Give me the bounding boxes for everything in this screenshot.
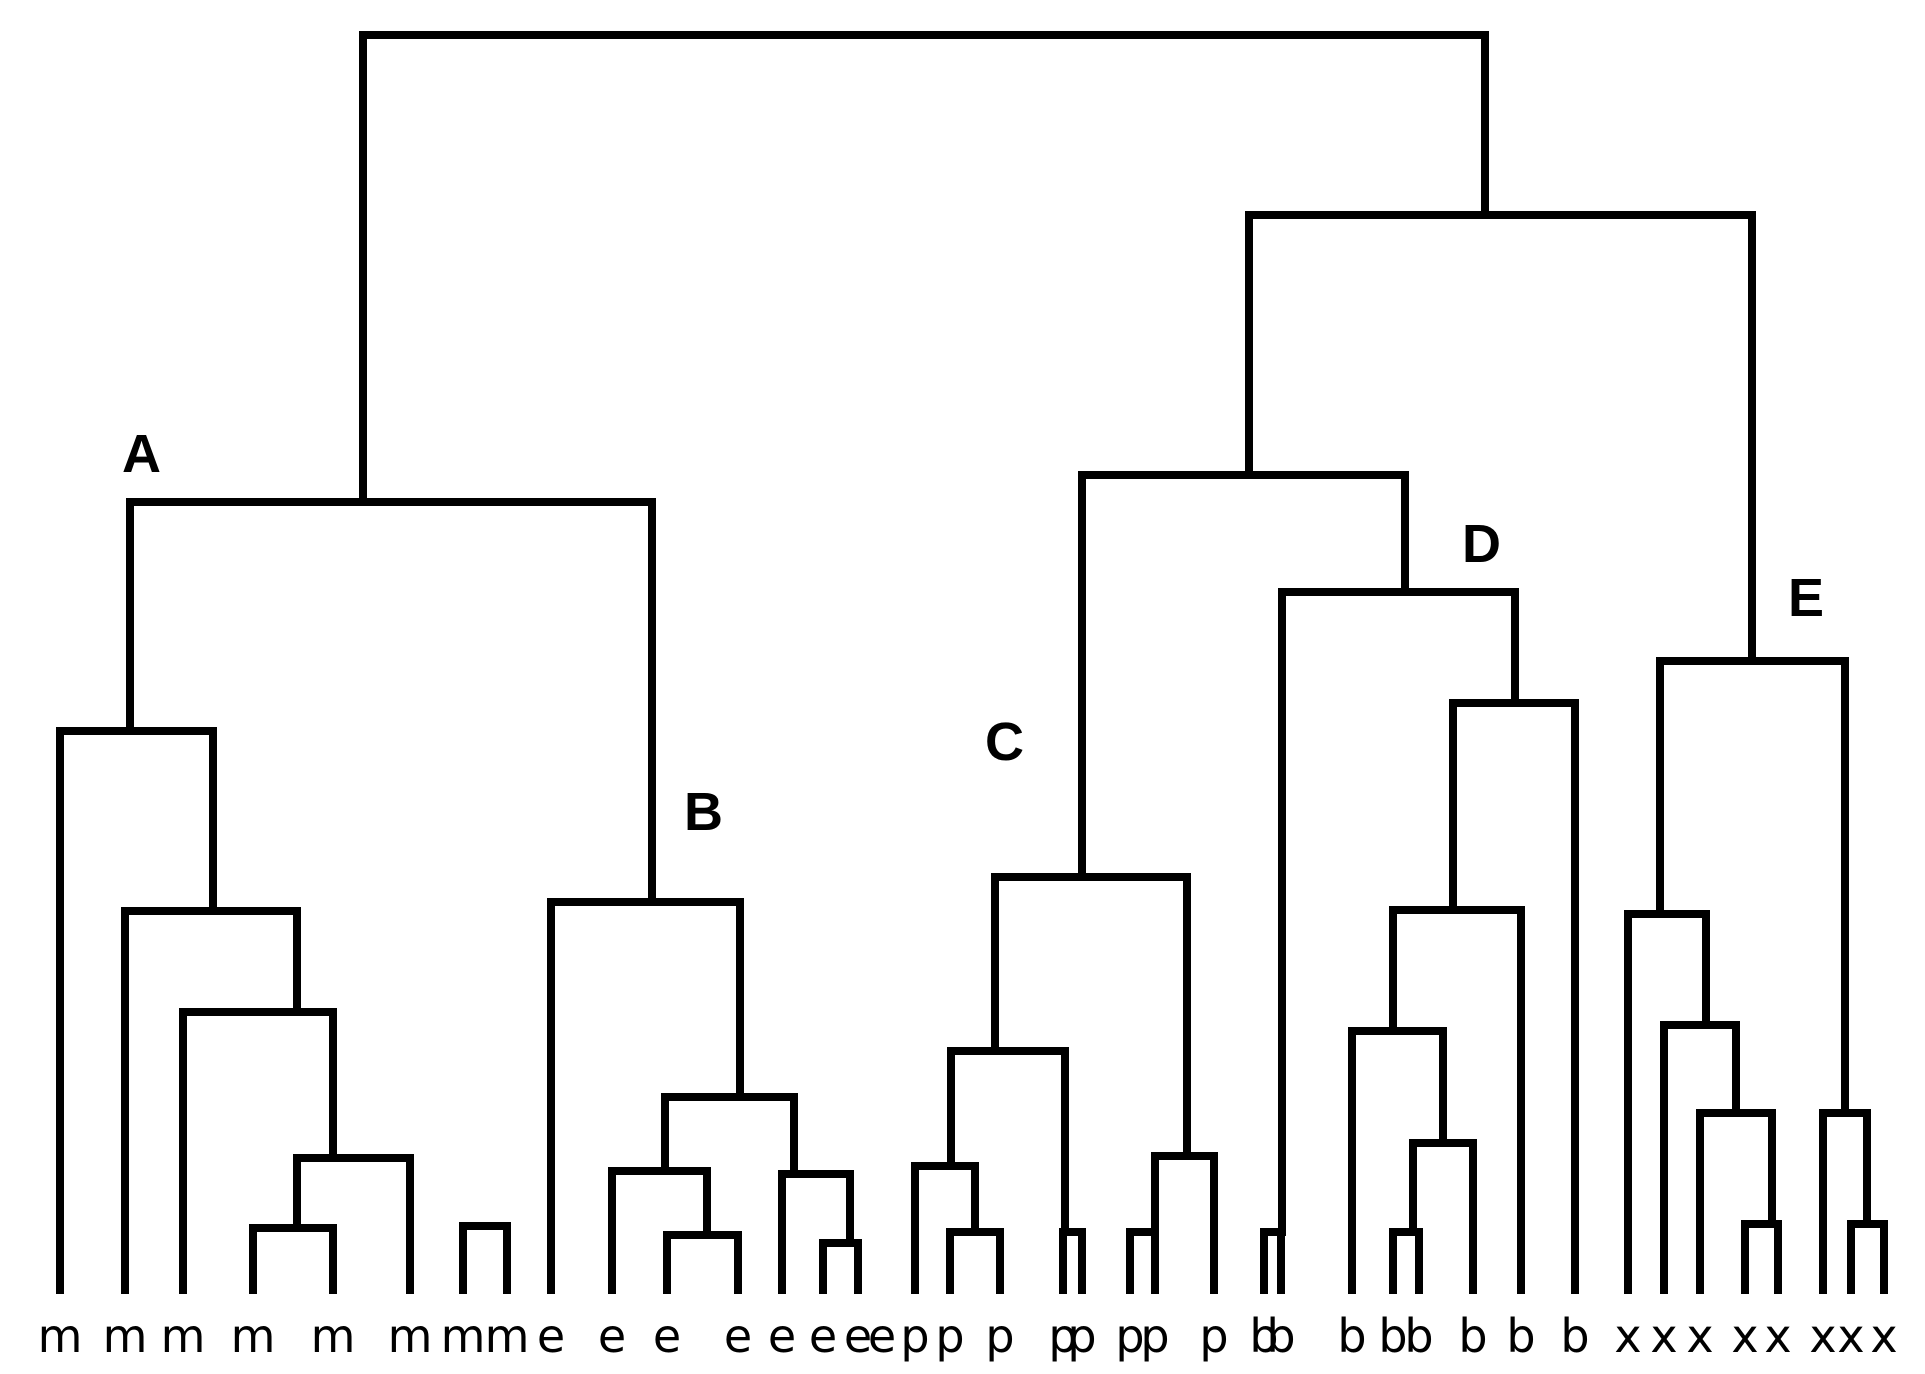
leaf-label: p <box>1140 1309 1169 1363</box>
leaf-label: e <box>809 1309 837 1363</box>
leaf-label: e <box>653 1309 681 1363</box>
leaf-label: m <box>485 1309 530 1363</box>
leaf-label: x <box>1614 1309 1641 1363</box>
leaf-label: b <box>1404 1309 1433 1363</box>
cluster-label-d: D <box>1462 514 1501 574</box>
leaf-label: p <box>1067 1309 1096 1363</box>
leaf-label: b <box>1337 1309 1366 1363</box>
leaf-label: p <box>1048 1309 1077 1363</box>
leaf-label: m <box>441 1309 486 1363</box>
leaf-label: b <box>1249 1309 1278 1363</box>
leaf-label: p <box>1115 1309 1144 1363</box>
leaf-labels: m m m m m m m m e e e e e e ee p p p pp pp p bb b bb b b b x x x x x x x x <box>38 1309 1898 1363</box>
leaf-label: x <box>1731 1309 1758 1363</box>
leaf-label: x <box>1686 1309 1713 1363</box>
leaf-label: m <box>311 1309 356 1363</box>
cluster-label-a: A <box>122 424 161 484</box>
leaf-label: m <box>103 1309 148 1363</box>
leaf-label: x <box>1764 1309 1791 1363</box>
leaf-label: e <box>724 1309 752 1363</box>
leaf-label: m <box>161 1309 206 1363</box>
leaf-label: e <box>768 1309 796 1363</box>
leaf-label: e <box>537 1309 565 1363</box>
leaf-label: p <box>1199 1309 1228 1363</box>
leaf-label: e <box>844 1309 872 1363</box>
leaf-label: m <box>38 1309 83 1363</box>
leaf-label: b <box>1458 1309 1487 1363</box>
leaf-label: b <box>1378 1309 1407 1363</box>
leaf-label: b <box>1506 1309 1535 1363</box>
leaf-label: x <box>1650 1309 1677 1363</box>
leaf-label: p <box>935 1309 964 1363</box>
leaf-label: b <box>1560 1309 1589 1363</box>
cluster-label-c: C <box>985 712 1024 772</box>
leaf-label: x <box>1837 1309 1864 1363</box>
leaf-label: p <box>900 1309 929 1363</box>
leaf-label: m <box>231 1309 276 1363</box>
leaf-label: p <box>985 1309 1014 1363</box>
dendrogram-links <box>56 31 1888 1294</box>
leaf-label: e <box>598 1309 626 1363</box>
leaf-label: x <box>1870 1309 1897 1363</box>
leaf-label: e <box>868 1309 896 1363</box>
cluster-label-e: E <box>1788 568 1824 628</box>
cluster-label-b: B <box>684 782 723 842</box>
leaf-label: b <box>1266 1309 1295 1363</box>
leaf-label: x <box>1809 1309 1836 1363</box>
leaf-label: m <box>388 1309 433 1363</box>
